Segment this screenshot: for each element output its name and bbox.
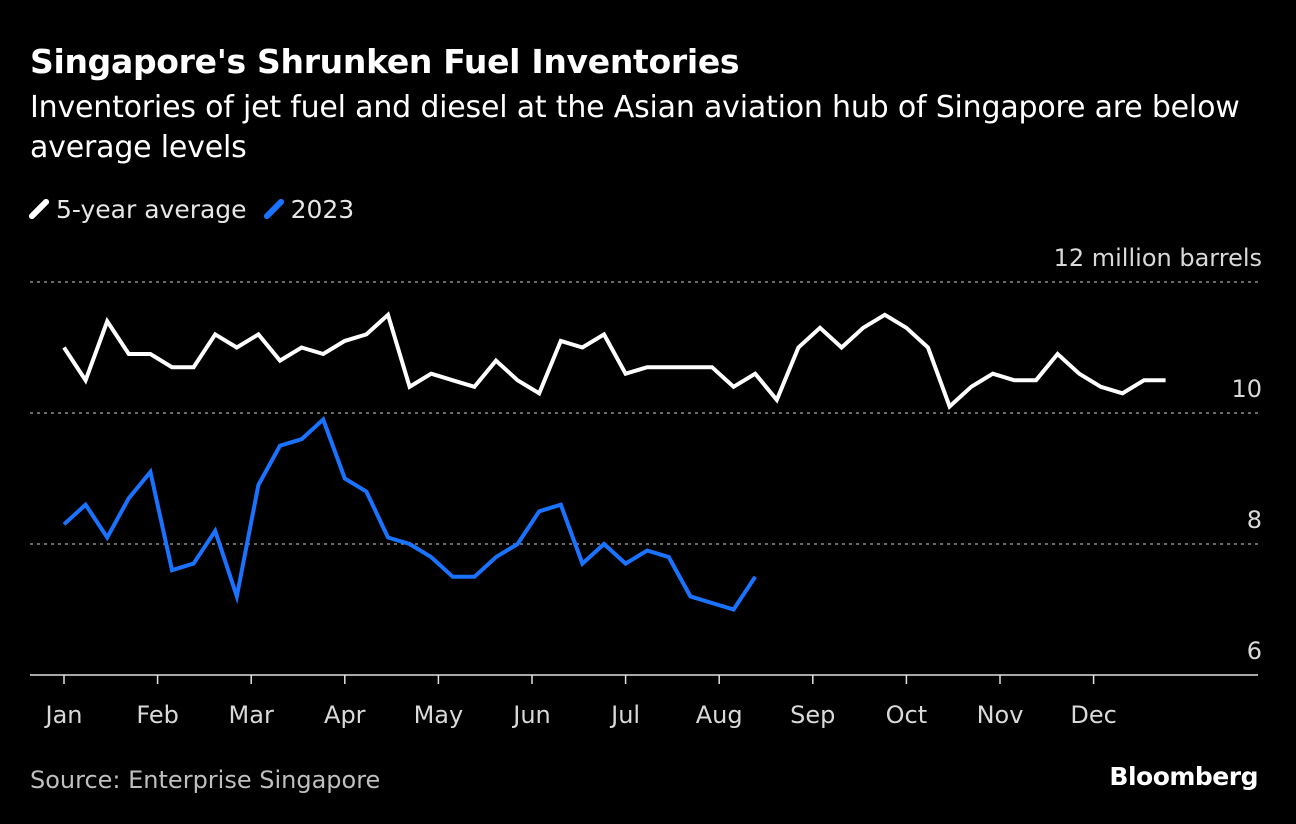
x-tick-label-mar: Mar — [229, 701, 274, 729]
chart-title: Singapore's Shrunken Fuel Inventories — [30, 42, 740, 81]
x-tick-label-sep: Sep — [790, 701, 835, 729]
legend-label-5-year-average: 5-year average — [56, 194, 247, 224]
x-tick-label-jul: Jul — [609, 701, 640, 729]
x-tick-label-aug: Aug — [696, 701, 743, 729]
x-tick-label-jun: Jun — [511, 701, 551, 729]
y-tick-label-12: 12 million barrels — [1054, 244, 1262, 272]
y-tick-label-8: 8 — [1247, 506, 1262, 534]
legend-label-2023: 2023 — [290, 194, 355, 224]
x-tick-label-nov: Nov — [977, 701, 1024, 729]
x-tick-label-apr: Apr — [324, 701, 366, 729]
series-line-5-year-average — [62, 311, 1166, 410]
y-tick-label-6: 6 — [1247, 637, 1262, 665]
legend: 5-year average 2023 — [27, 192, 372, 226]
legend-item-5-year-average: 5-year average — [27, 194, 247, 224]
legend-swatch-white-icon — [27, 197, 51, 221]
x-tick-label-oct: Oct — [886, 701, 928, 729]
bloomberg-logo: Bloomberg — [1109, 762, 1258, 791]
x-tick-label-jan: Jan — [44, 701, 83, 729]
source-note: Source: Enterprise Singapore — [30, 766, 381, 794]
legend-item-2023: 2023 — [262, 194, 355, 224]
x-tick-label-dec: Dec — [1070, 701, 1116, 729]
y-tick-label-10: 10 — [1231, 375, 1262, 403]
x-tick-label-may: May — [414, 701, 464, 729]
chart-subtitle: Inventories of jet fuel and diesel at th… — [30, 90, 1240, 165]
x-tick-label-feb: Feb — [136, 701, 179, 729]
series-line-2023 — [62, 416, 757, 612]
legend-swatch-blue-icon — [262, 197, 285, 221]
chart-canvas: 12 million barrels 10 8 6 Jan Feb Mar Apr May Jun… — [30, 244, 1262, 729]
